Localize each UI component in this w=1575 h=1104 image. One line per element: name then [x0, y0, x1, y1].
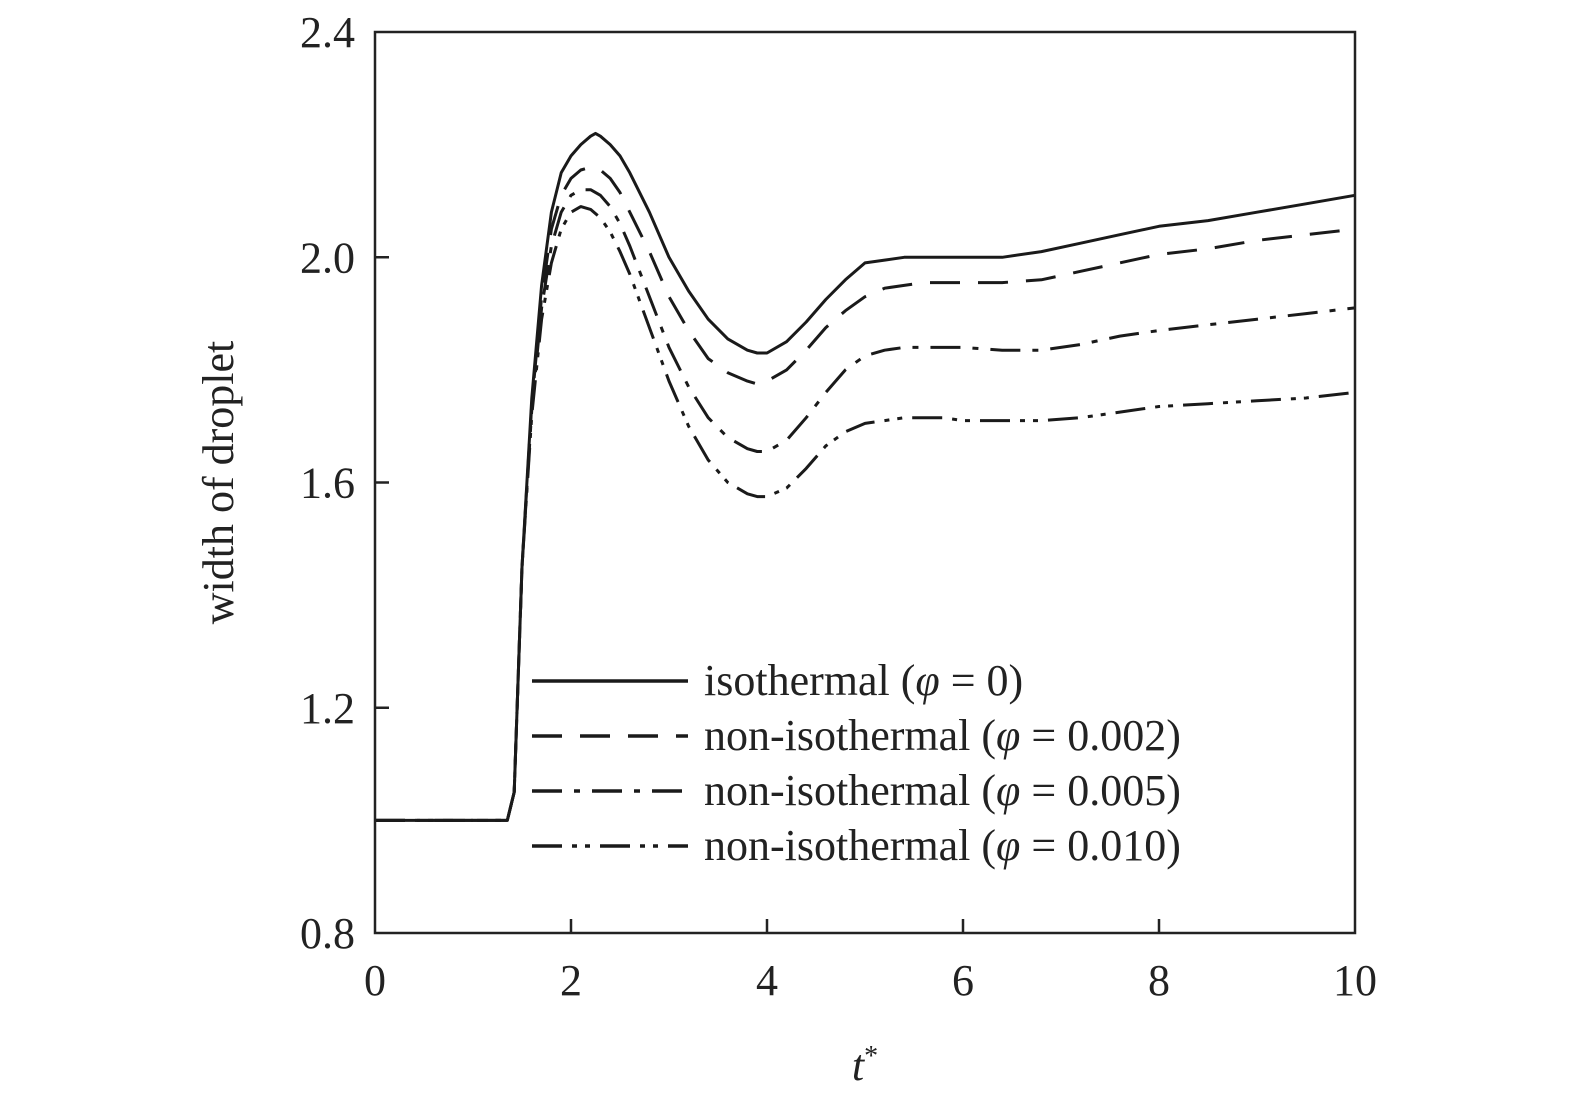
- legend-label-3: non-isothermal (φ = 0.005): [704, 766, 1181, 815]
- legend-label-suffix: = 0.005): [1020, 766, 1180, 815]
- series-line-2: [375, 165, 1356, 822]
- x-tick-label: 0: [364, 956, 386, 1005]
- y-tick-label: 1.6: [300, 459, 355, 508]
- legend-label-suffix: = 0.002): [1020, 711, 1180, 760]
- legend-label-suffix: = 0): [940, 656, 1023, 705]
- y-axis-label: width of droplet: [194, 341, 243, 625]
- x-axis-label: t*: [852, 1041, 878, 1091]
- x-tick-label: 2: [560, 956, 582, 1005]
- x-tick-label: 10: [1333, 956, 1377, 1005]
- legend-label-1: isothermal (φ = 0): [704, 656, 1023, 705]
- legend-label-4: non-isothermal (φ = 0.010): [704, 821, 1181, 870]
- legend-label-prefix: non-isothermal (: [704, 711, 996, 760]
- legend-label-symbol: φ: [996, 821, 1020, 870]
- x-axis-ticks: 0 2 4 6 8 10: [364, 919, 1377, 1005]
- y-tick-label: 2.4: [300, 8, 355, 57]
- series-line-1: [375, 131, 1356, 822]
- y-tick-label: 2.0: [300, 233, 355, 282]
- x-tick-label: 6: [952, 956, 974, 1005]
- legend-label-suffix: = 0.010): [1020, 821, 1180, 870]
- y-axis-ticks: 0.8 1.2 1.6 2.0 2.4: [300, 8, 389, 958]
- legend-label-symbol: φ: [996, 711, 1020, 760]
- series-line-3: [375, 188, 1356, 822]
- x-axis-label-main: t: [852, 1041, 866, 1090]
- y-tick-label: 1.2: [300, 684, 355, 733]
- plot-lines: [375, 131, 1356, 822]
- legend-label-symbol: φ: [996, 766, 1020, 815]
- x-tick-label: 8: [1148, 956, 1170, 1005]
- x-tick-label: 4: [756, 956, 778, 1005]
- legend-label-prefix: non-isothermal (: [704, 821, 996, 870]
- series-line-4: [375, 205, 1356, 822]
- legend-label-symbol: φ: [915, 656, 939, 705]
- y-tick-label: 0.8: [300, 909, 355, 958]
- legend-label-prefix: non-isothermal (: [704, 766, 996, 815]
- legend-label-prefix: isothermal (: [704, 656, 915, 705]
- legend: isothermal (φ = 0)non-isothermal (φ = 0.…: [532, 656, 1181, 870]
- legend-label-2: non-isothermal (φ = 0.002): [704, 711, 1181, 760]
- x-axis-label-sup: *: [864, 1041, 878, 1072]
